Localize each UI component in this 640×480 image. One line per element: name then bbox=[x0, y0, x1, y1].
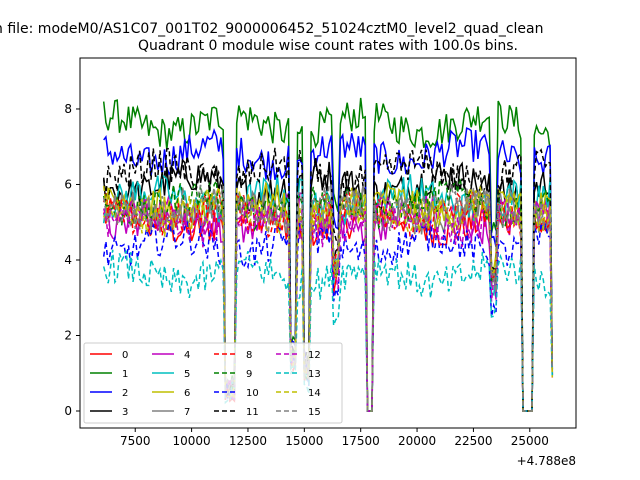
x-tick-label: 15000 bbox=[285, 434, 323, 448]
series-line-8 bbox=[102, 189, 554, 412]
x-tick-label: 17500 bbox=[342, 434, 380, 448]
y-tick-label: 2 bbox=[64, 329, 72, 343]
legend-label: 0 bbox=[122, 350, 128, 361]
y-tick-label: 6 bbox=[64, 177, 72, 191]
series-line-1 bbox=[102, 97, 554, 412]
legend-label: 8 bbox=[246, 350, 252, 361]
legend-label: 4 bbox=[184, 350, 190, 361]
legend-label: 2 bbox=[122, 388, 128, 399]
y-axis: 0 2 4 6 8 bbox=[64, 102, 80, 418]
legend-label: 15 bbox=[308, 407, 321, 418]
axes-frame bbox=[79, 57, 577, 429]
legend-label: 13 bbox=[308, 369, 321, 380]
chart-suptitle: n file: modeM0/AS1C07_001T02_9000006452_… bbox=[0, 21, 543, 37]
legend-label: 11 bbox=[246, 407, 259, 418]
legend-label: 5 bbox=[184, 369, 190, 380]
x-tick-label: 10000 bbox=[173, 434, 211, 448]
series-line-13 bbox=[102, 249, 554, 412]
legend-label: 14 bbox=[308, 388, 321, 399]
legend-label: 12 bbox=[308, 350, 321, 361]
x-tick-label: 25000 bbox=[511, 434, 549, 448]
legend-label: 3 bbox=[122, 407, 128, 418]
y-tick-label: 4 bbox=[64, 253, 72, 267]
legend-label: 1 bbox=[122, 369, 128, 380]
legend-label: 6 bbox=[184, 388, 190, 399]
x-tick-label: 7500 bbox=[120, 434, 151, 448]
legend-label: 7 bbox=[184, 407, 190, 418]
legend-label: 9 bbox=[246, 369, 252, 380]
y-tick-label: 0 bbox=[64, 404, 72, 418]
x-tick-label: 12500 bbox=[229, 434, 267, 448]
series-line-12 bbox=[102, 197, 554, 412]
x-tick-label: 22500 bbox=[454, 434, 492, 448]
series-line-15 bbox=[102, 183, 554, 412]
series-line-11 bbox=[102, 147, 554, 412]
x-tick-label: 20000 bbox=[398, 434, 436, 448]
legend-label: 10 bbox=[246, 388, 259, 399]
plot-area bbox=[102, 97, 554, 412]
y-tick-label: 8 bbox=[64, 102, 72, 116]
legend-box bbox=[83, 342, 343, 424]
x-axis: 7500 10000 12500 15000 17500 20000 22500 25000 bbox=[120, 428, 549, 448]
x-offset-label: +4.788e8 bbox=[517, 454, 576, 468]
chart-title: Quadrant 0 module wise count rates with … bbox=[138, 38, 518, 54]
